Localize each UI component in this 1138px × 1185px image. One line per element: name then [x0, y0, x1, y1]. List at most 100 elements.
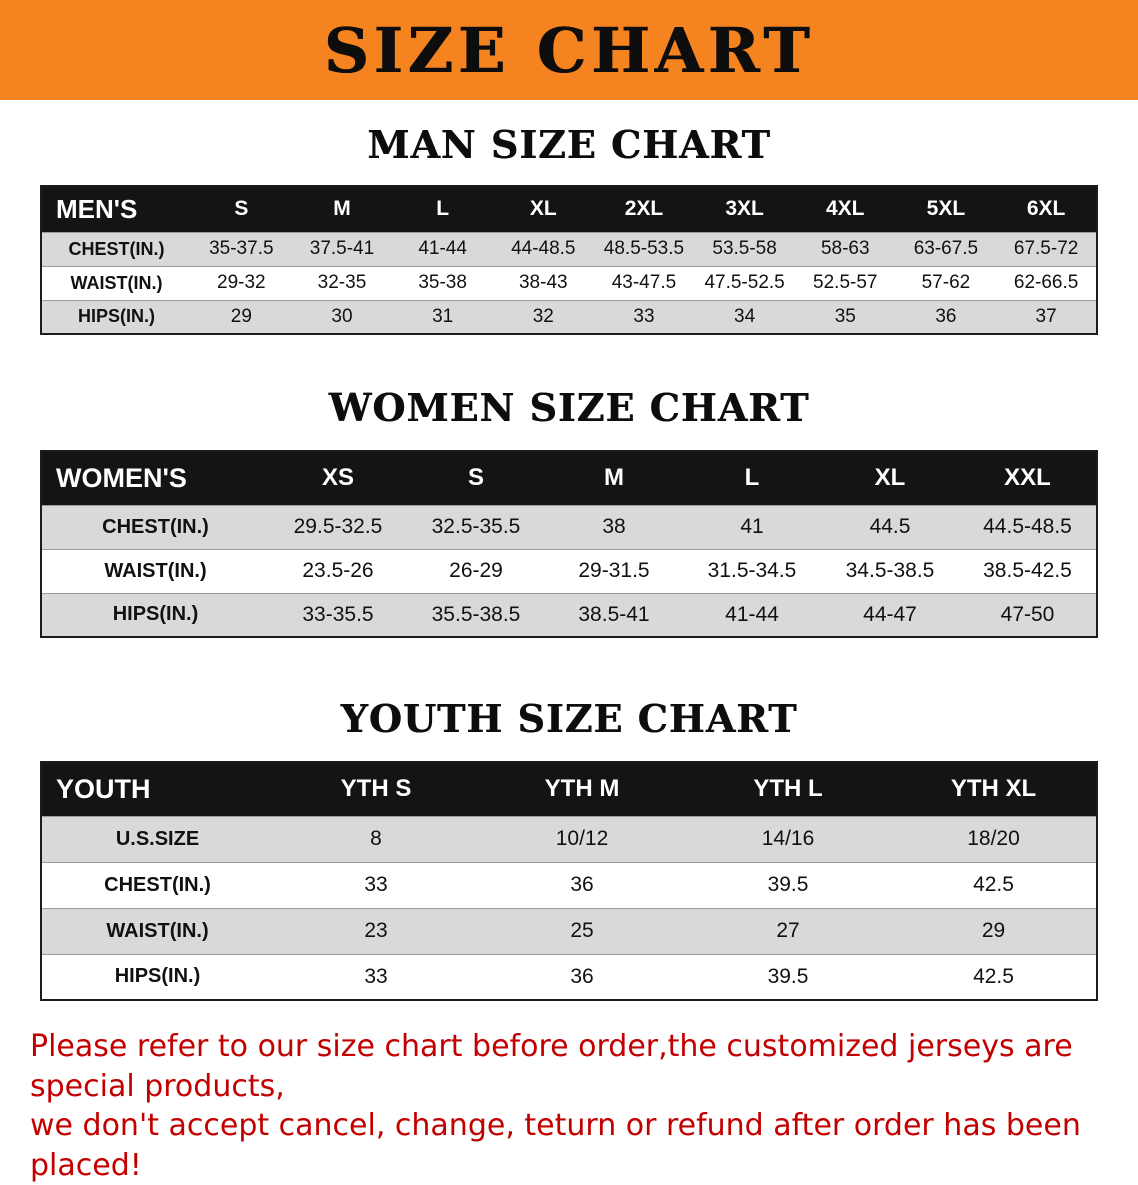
man-hips-in-value-8: 36: [895, 299, 997, 334]
notice-line-2: we don't accept cancel, change, teturn o…: [30, 1108, 1081, 1183]
youth-hips-in-value-1: 33: [273, 953, 479, 1000]
youth-row-u-s-size: U.S.SIZE 8 10/12 14/16 18/20: [41, 815, 1097, 862]
man-hips-in-value-9: 37: [996, 299, 1097, 334]
man-col-l: L: [392, 186, 493, 232]
women-row-label-waist-in: WAIST(IN.): [41, 548, 269, 593]
youth-chest-in-value-3: 39.5: [685, 861, 891, 908]
women-chest-in-value-4: 41: [683, 504, 821, 549]
women-col-xxl: XXL: [959, 451, 1097, 505]
man-hips-in-value-1: 29: [191, 299, 292, 334]
youth-hips-in-value-4: 42.5: [891, 953, 1097, 1000]
man-waist-in-value-4: 38-43: [492, 265, 594, 300]
sections-container: MAN SIZE CHART MEN'S S M L XL 2XL 3XL 4XL 5XL 6XL C…: [0, 122, 1138, 1001]
man-hips-in-value-2: 30: [291, 299, 393, 334]
women-table-label: WOMEN'S: [41, 451, 269, 505]
youth-col-yth-s: YTH S: [273, 762, 479, 816]
man-waist-in-value-8: 57-62: [895, 265, 997, 300]
women-chest-in-value-6: 44.5-48.5: [959, 504, 1097, 549]
man-waist-in-value-9: 62-66.5: [996, 265, 1097, 300]
youth-hips-in-value-2: 36: [479, 953, 685, 1000]
women-hips-in-value-2: 35.5-38.5: [407, 592, 545, 637]
youth-row-label-waist-in: WAIST(IN.): [41, 907, 273, 954]
man-col-5xl: 5XL: [895, 186, 997, 232]
youth-table-label: YOUTH: [41, 762, 273, 816]
women-chest-in-value-3: 38: [545, 504, 683, 549]
man-chest-in-value-6: 53.5-58: [694, 231, 795, 266]
man-row-label-chest-in: CHEST(IN.): [41, 231, 191, 266]
man-waist-in-value-7: 52.5-57: [794, 265, 896, 300]
women-col-xs: XS: [269, 451, 407, 505]
women-row-label-hips-in: HIPS(IN.): [41, 592, 269, 637]
women-header-row: WOMEN'S XS S M L XL XXL: [41, 451, 1097, 505]
youth-col-yth-m: YTH M: [479, 762, 685, 816]
man-hips-in-value-3: 31: [392, 299, 493, 334]
women-row-chest-in: CHEST(IN.) 29.5-32.5 32.5-35.5 38 41 44.5 44.5…: [41, 504, 1097, 549]
man-row-label-hips-in: HIPS(IN.): [41, 299, 191, 334]
notice-line-1: Please refer to our size chart before or…: [30, 1029, 1073, 1104]
youth-row-waist-in: WAIST(IN.) 23 25 27 29: [41, 907, 1097, 954]
man-col-4xl: 4XL: [794, 186, 896, 232]
women-waist-in-value-4: 31.5-34.5: [683, 548, 821, 593]
youth-row-chest-in: CHEST(IN.) 33 36 39.5 42.5: [41, 861, 1097, 908]
man-col-xl: XL: [492, 186, 594, 232]
man-row-hips-in: HIPS(IN.) 29 30 31 32 33 34 35 36 37: [41, 299, 1097, 334]
man-col-m: M: [291, 186, 393, 232]
youth-waist-in-value-4: 29: [891, 907, 1097, 954]
youth-col-yth-xl: YTH XL: [891, 762, 1097, 816]
women-chest-in-value-1: 29.5-32.5: [269, 504, 407, 549]
youth-u-s-size-value-4: 18/20: [891, 815, 1097, 862]
women-row-label-chest-in: CHEST(IN.): [41, 504, 269, 549]
women-size-chart-heading: WOMEN SIZE CHART: [328, 385, 810, 430]
youth-size-table: YOUTH YTH S YTH M YTH L YTH XL U.S.SIZE 8 10/12…: [40, 761, 1098, 1001]
women-hips-in-value-1: 33-35.5: [269, 592, 407, 637]
man-row-chest-in: CHEST(IN.) 35-37.5 37.5-41 41-44 44-48.5 48.5…: [41, 231, 1097, 266]
man-header-row: MEN'S S M L XL 2XL 3XL 4XL 5XL 6XL: [41, 186, 1097, 232]
man-col-s: S: [191, 186, 292, 232]
man-hips-in-value-6: 34: [694, 299, 795, 334]
youth-size-chart-heading: YOUTH SIZE CHART: [340, 696, 798, 741]
women-waist-in-value-2: 26-29: [407, 548, 545, 593]
youth-u-s-size-value-1: 8: [273, 815, 479, 862]
man-row-label-waist-in: WAIST(IN.): [41, 265, 191, 300]
women-chest-in-value-2: 32.5-35.5: [407, 504, 545, 549]
youth-header-row: YOUTH YTH S YTH M YTH L YTH XL: [41, 762, 1097, 816]
women-hips-in-value-5: 44-47: [821, 592, 959, 637]
banner: SIZE CHART: [0, 0, 1138, 100]
youth-chest-in-value-4: 42.5: [891, 861, 1097, 908]
man-chest-in-value-2: 37.5-41: [291, 231, 393, 266]
youth-row-label-hips-in: HIPS(IN.): [41, 953, 273, 1000]
women-row-waist-in: WAIST(IN.) 23.5-26 26-29 29-31.5 31.5-34.5 34…: [41, 548, 1097, 593]
youth-col-yth-l: YTH L: [685, 762, 891, 816]
man-waist-in-value-3: 35-38: [392, 265, 493, 300]
man-col-2xl: 2XL: [593, 186, 695, 232]
man-hips-in-value-7: 35: [794, 299, 896, 334]
man-hips-in-value-4: 32: [492, 299, 594, 334]
women-chest-in-value-5: 44.5: [821, 504, 959, 549]
youth-u-s-size-value-3: 14/16: [685, 815, 891, 862]
man-row-waist-in: WAIST(IN.) 29-32 32-35 35-38 38-43 43-47.5 47.…: [41, 265, 1097, 300]
women-col-l: L: [683, 451, 821, 505]
youth-waist-in-value-2: 25: [479, 907, 685, 954]
man-table-label: MEN'S: [41, 186, 191, 232]
man-chest-in-value-9: 67.5-72: [996, 231, 1097, 266]
man-size-chart-heading: MAN SIZE CHART: [367, 122, 771, 167]
youth-row-label-chest-in: CHEST(IN.): [41, 861, 273, 908]
man-hips-in-value-5: 33: [593, 299, 695, 334]
youth-u-s-size-value-2: 10/12: [479, 815, 685, 862]
man-chest-in-value-7: 58-63: [794, 231, 896, 266]
youth-row-label-u-s-size: U.S.SIZE: [41, 815, 273, 862]
man-chest-in-value-1: 35-37.5: [191, 231, 292, 266]
women-waist-in-value-5: 34.5-38.5: [821, 548, 959, 593]
youth-waist-in-value-1: 23: [273, 907, 479, 954]
women-col-m: M: [545, 451, 683, 505]
youth-chest-in-value-2: 36: [479, 861, 685, 908]
youth-waist-in-value-3: 27: [685, 907, 891, 954]
youth-row-hips-in: HIPS(IN.) 33 36 39.5 42.5: [41, 953, 1097, 1000]
youth-hips-in-value-3: 39.5: [685, 953, 891, 1000]
women-col-xl: XL: [821, 451, 959, 505]
women-waist-in-value-3: 29-31.5: [545, 548, 683, 593]
man-waist-in-value-6: 47.5-52.5: [694, 265, 795, 300]
man-chest-in-value-5: 48.5-53.5: [593, 231, 695, 266]
women-waist-in-value-6: 38.5-42.5: [959, 548, 1097, 593]
